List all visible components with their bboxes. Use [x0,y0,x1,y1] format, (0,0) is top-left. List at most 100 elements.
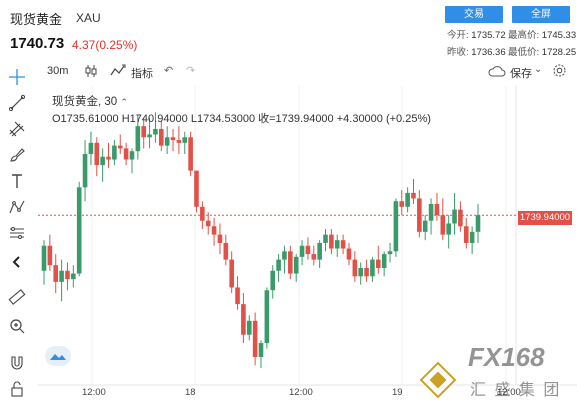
candle-body [59,270,64,282]
candle-body [452,209,457,224]
redo-icon[interactable]: ↷ [186,65,196,77]
x-tick-label: 12:00 [289,387,313,398]
candle-body [205,220,211,227]
candle-body [88,142,94,154]
watermark: FX168 汇 盛 集 团 [419,340,570,402]
candle-body [375,259,381,268]
fullscreen-button[interactable]: 全屏 [512,6,570,23]
candle-body [71,273,76,280]
brush-icon[interactable] [6,144,28,166]
candle-body [428,204,434,221]
ruler-icon[interactable] [6,286,28,308]
candle-body [82,153,88,188]
watermark-logo: FX168 [468,342,545,372]
candle-body [288,251,293,274]
cloud-icon[interactable] [488,64,506,80]
zoom-icon[interactable] [6,315,28,337]
candle-body [258,343,264,357]
chevron-up-icon[interactable]: ⌃ [120,97,128,107]
back-icon[interactable] [6,251,28,273]
candle-body [370,259,375,277]
candle-body [446,223,451,235]
candle-body [475,215,481,232]
candle-body [176,140,182,143]
candle-body [182,137,188,143]
chart-logo-icon[interactable] [45,346,71,366]
candle-body [346,248,352,260]
candle-body [264,290,270,344]
candle-body [211,226,217,235]
candle-body [47,245,53,266]
candle-body [334,240,340,249]
symbol-code: XAU [76,11,101,25]
measure-icon[interactable] [6,222,28,244]
pattern-icon[interactable] [6,196,28,218]
save-button[interactable]: 保存 [510,68,532,80]
candle-body [223,242,229,260]
trade-button[interactable]: 交易 [445,6,503,23]
candle-body [358,267,364,277]
stat-low-value: 1728.25 [541,47,577,58]
candle-body [317,242,322,260]
stat-open-label: 今开: [447,30,469,41]
candle-body [469,231,475,243]
candle-body [158,128,164,146]
stat-high: 最高价: 1745.33 [508,27,576,41]
candle-body [164,137,170,146]
candle-body [276,259,281,271]
fib-icon[interactable] [6,118,28,140]
legend-interval: 30 [104,96,118,108]
candle-body [241,304,246,335]
indicators-icon[interactable] [110,64,126,81]
last-price: 1740.73 [10,35,65,52]
crosshair-icon[interactable] [6,66,28,88]
candle-body [123,148,129,160]
candle-body [235,287,240,305]
x-tick-label: 19 [392,387,403,398]
candle-body [170,137,176,141]
candle-body [311,254,317,260]
candle-body [200,206,205,221]
stat-prev-value: 1736.36 [471,47,506,58]
stat-low-label: 最低价: [508,47,540,58]
lock-icon[interactable] [6,378,28,400]
candle-body [229,259,234,288]
legend-symbol: 现货黄金 [52,96,98,108]
magnet-icon[interactable] [6,352,28,374]
candle-body [76,187,82,274]
candle-type-icon[interactable] [84,64,98,81]
x-tick-label: 12:00 [497,387,521,398]
undo-icon[interactable]: ↶ [164,65,174,77]
text-icon[interactable] [6,170,28,192]
chart-legend-title: 现货黄金, 30 ⌃ [52,93,128,109]
trend-line-icon[interactable] [6,92,28,114]
chevron-down-icon[interactable]: ⌄ [534,64,543,75]
drawing-toolbar [0,62,36,405]
settings-icon[interactable] [552,63,567,81]
candle-body [53,265,59,282]
candle-body [112,145,117,160]
interval-selector[interactable]: 30m [47,65,69,77]
x-tick-label: 18 [185,387,196,398]
candle-body [381,254,387,268]
candle-body [458,209,463,227]
stat-low: 最低价: 1728.25 [508,44,576,58]
candle-body [364,267,369,277]
candle-body [352,259,358,277]
stat-high-label: 最高价: [508,30,540,41]
watermark-diamond-icon [419,361,457,399]
chart-toolbar: 30m 指标 ↶ ↷ 保存 ⌄ [40,62,577,84]
candle-body [270,270,276,291]
stat-open-value: 1735.72 [471,30,506,41]
candle-body [463,226,469,243]
candlestick-chart[interactable] [38,86,577,405]
indicators-button[interactable]: 指标 [131,68,153,80]
candle-body [153,128,158,135]
candle-body [434,204,440,216]
candle-body [340,240,346,249]
x-tick-label: 12:00 [82,387,106,398]
candle-body [41,245,47,271]
candle-body [411,192,416,199]
candle-body [323,234,328,243]
candle-body [147,134,152,138]
